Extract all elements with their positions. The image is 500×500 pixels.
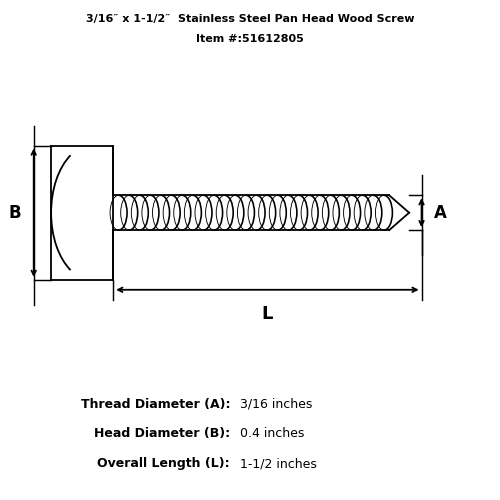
Text: 0.4 inches: 0.4 inches [240, 428, 304, 440]
Text: 3/16″ x 1-1/2″  Stainless Steel Pan Head Wood Screw: 3/16″ x 1-1/2″ Stainless Steel Pan Head … [86, 14, 414, 24]
Text: A: A [434, 204, 447, 222]
Text: Thread Diameter (A):: Thread Diameter (A): [80, 398, 230, 410]
Text: B: B [8, 204, 22, 222]
Text: Overall Length (L):: Overall Length (L): [98, 458, 230, 470]
Text: Head Diameter (B):: Head Diameter (B): [94, 428, 230, 440]
Text: L: L [262, 304, 273, 322]
Text: Item #:51612805: Item #:51612805 [196, 34, 304, 43]
Text: 1-1/2 inches: 1-1/2 inches [240, 458, 317, 470]
Text: 3/16 inches: 3/16 inches [240, 398, 312, 410]
